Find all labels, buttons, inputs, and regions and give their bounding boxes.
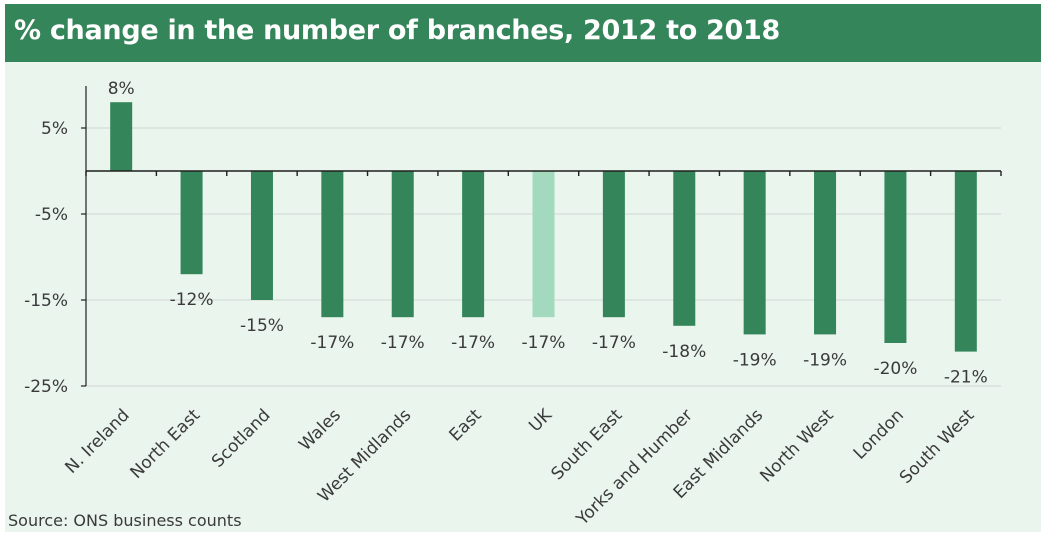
bar-east (462, 171, 485, 318)
bar-yorks-and-humber (673, 171, 696, 326)
x-category-label: Wales (295, 405, 345, 455)
data-label: -19% (803, 350, 847, 370)
chart-frame: % change in the number of branches, 2012… (5, 4, 1041, 532)
bar-chart: 5% -5% -15% -25% 8% -12% -15% -17% -17% -17% -17%… (24, 79, 1002, 530)
x-category-label: N. Ireland (61, 405, 133, 477)
bars (110, 102, 977, 352)
bar-n-ireland (110, 102, 133, 171)
x-category-label: Yorks and Humber (572, 405, 697, 530)
x-category-label: East (446, 405, 486, 445)
data-label: -19% (733, 350, 777, 370)
bar-london (884, 171, 907, 343)
bar-north-east (180, 171, 203, 275)
y-axis-ticks: 5% -5% -15% -25% (24, 119, 68, 397)
data-label: -17% (592, 333, 636, 353)
axes (81, 86, 1002, 387)
data-label: -12% (170, 290, 214, 310)
data-label: -21% (944, 368, 988, 388)
bar-west-midlands (391, 171, 414, 318)
x-category-label: North West (756, 405, 837, 486)
x-category-label: UK (525, 405, 556, 436)
data-label: -20% (873, 359, 917, 379)
bar-east-midlands (743, 171, 766, 335)
data-label: -15% (240, 316, 284, 336)
bar-wales (321, 171, 344, 318)
data-label: -17% (522, 333, 566, 353)
y-tick-label: -25% (24, 377, 68, 397)
y-tick-label: -15% (24, 291, 68, 311)
data-label: -18% (662, 342, 706, 362)
bar-south-west (954, 171, 977, 352)
data-label: -17% (381, 333, 425, 353)
y-tick-label: -5% (35, 205, 68, 225)
x-category-label: South West (896, 405, 979, 488)
source-note: Source: ONS business counts (8, 511, 242, 530)
data-labels: 8% -12% -15% -17% -17% -17% -17% -17% -18% -19% -1… (108, 79, 988, 387)
x-category-label: London (850, 405, 908, 463)
x-category-label: Scotland (208, 405, 274, 471)
bar-north-west (814, 171, 837, 335)
y-tick-label: 5% (41, 119, 68, 139)
data-label: 8% (108, 79, 135, 99)
bar-south-east (602, 171, 625, 318)
data-label: -17% (451, 333, 495, 353)
chart-header: % change in the number of branches, 2012… (5, 4, 1041, 62)
data-label: -17% (310, 333, 354, 353)
bar-uk (532, 171, 555, 318)
bar-scotland (250, 171, 273, 300)
x-category-label: North East (127, 405, 205, 483)
chart-title: % change in the number of branches, 2012… (14, 15, 781, 46)
